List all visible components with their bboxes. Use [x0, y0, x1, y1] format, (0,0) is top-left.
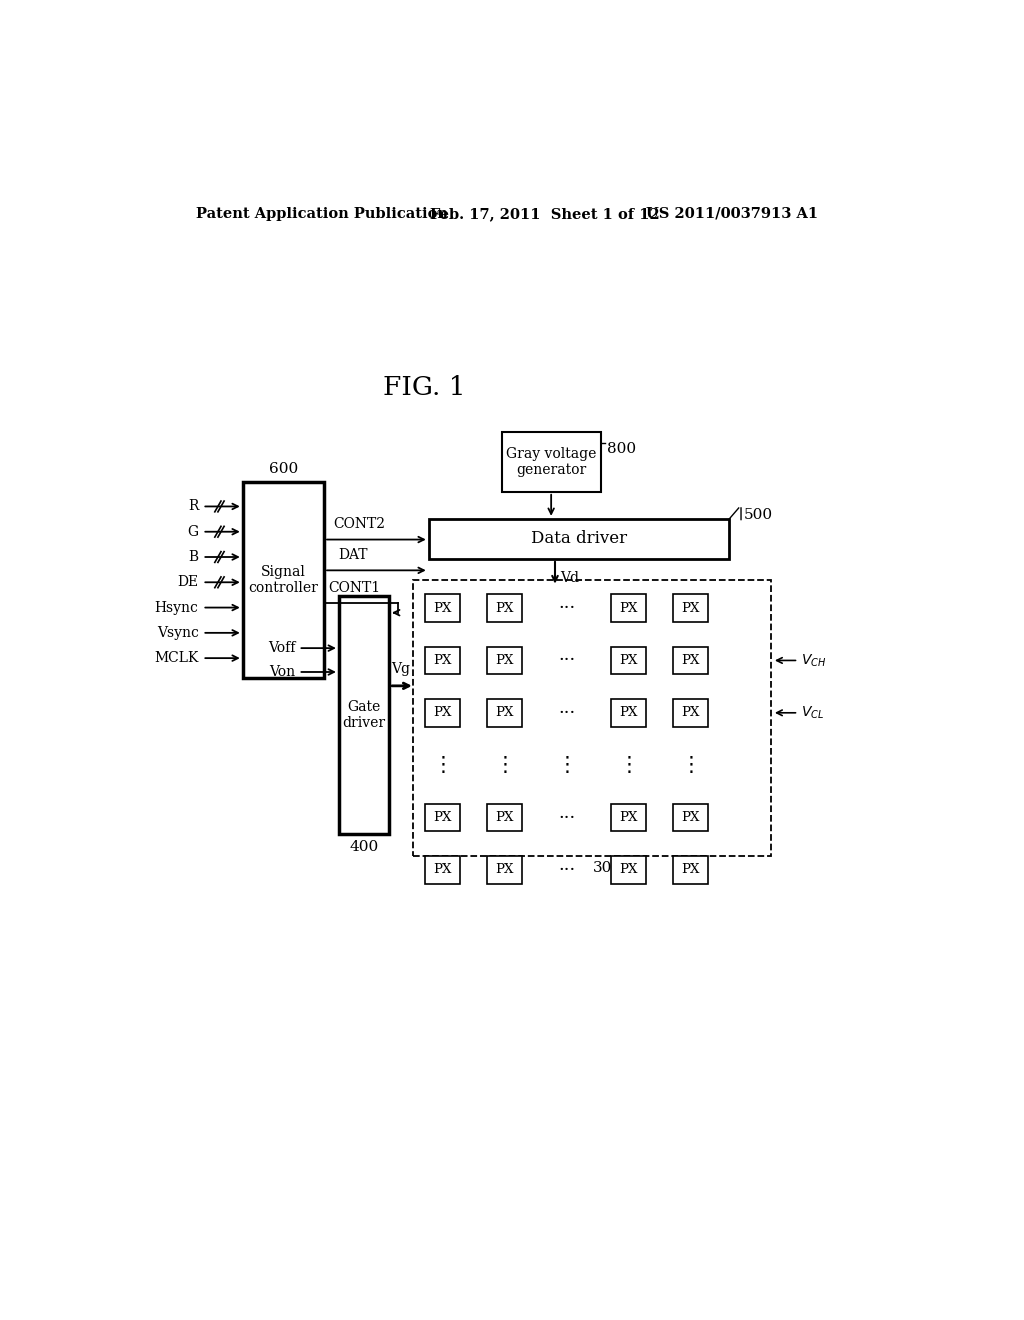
Text: PX: PX	[681, 602, 699, 615]
Text: PX: PX	[496, 706, 514, 719]
Text: PX: PX	[496, 863, 514, 876]
Bar	[611, 647, 646, 675]
Text: PX: PX	[433, 602, 452, 615]
Text: Vg: Vg	[391, 661, 411, 676]
Text: PX: PX	[496, 810, 514, 824]
Text: ⋮: ⋮	[618, 755, 639, 775]
Text: PX: PX	[681, 706, 699, 719]
Text: 500: 500	[743, 508, 772, 521]
Text: FIG. 1: FIG. 1	[383, 375, 465, 400]
Bar	[425, 700, 461, 726]
Text: ⋮: ⋮	[680, 755, 701, 775]
Text: $V_{CL}$: $V_{CL}$	[801, 705, 824, 721]
Bar	[673, 804, 709, 832]
Bar	[425, 804, 461, 832]
Text: 400: 400	[349, 840, 379, 854]
Text: CONT2: CONT2	[333, 517, 385, 531]
Text: ···: ···	[558, 599, 575, 616]
Bar	[611, 700, 646, 726]
Text: Von: Von	[269, 665, 295, 678]
Text: PX: PX	[620, 602, 638, 615]
Text: Vd: Vd	[560, 572, 579, 585]
Text: PX: PX	[433, 653, 452, 667]
Bar	[502, 432, 601, 492]
Text: B: B	[188, 550, 199, 564]
Text: Hsync: Hsync	[155, 601, 199, 615]
Text: PX: PX	[681, 810, 699, 824]
Text: 300: 300	[593, 862, 623, 875]
Bar	[486, 700, 522, 726]
Text: ···: ···	[558, 704, 575, 722]
Text: Gray voltage
generator: Gray voltage generator	[506, 446, 596, 477]
Text: Feb. 17, 2011  Sheet 1 of 12: Feb. 17, 2011 Sheet 1 of 12	[430, 207, 660, 220]
Text: PX: PX	[496, 602, 514, 615]
Bar	[425, 857, 461, 884]
Text: PX: PX	[496, 653, 514, 667]
Text: ⋮: ⋮	[495, 755, 515, 775]
Text: Gate
driver: Gate driver	[342, 700, 386, 730]
Text: PX: PX	[620, 810, 638, 824]
Text: PX: PX	[433, 706, 452, 719]
Text: 800: 800	[607, 442, 636, 455]
Text: PX: PX	[620, 706, 638, 719]
Bar	[486, 857, 522, 884]
Text: G: G	[187, 525, 199, 539]
Text: ···: ···	[558, 861, 575, 879]
Text: ···: ···	[558, 652, 575, 669]
Bar	[611, 857, 646, 884]
Text: Voff: Voff	[268, 642, 295, 655]
Text: PX: PX	[681, 653, 699, 667]
Text: MCLK: MCLK	[155, 651, 199, 665]
Bar	[243, 482, 324, 678]
Text: DE: DE	[177, 576, 199, 589]
Text: Signal
controller: Signal controller	[249, 565, 318, 595]
Text: Patent Application Publication: Patent Application Publication	[197, 207, 449, 220]
Bar	[673, 700, 709, 726]
Text: PX: PX	[620, 653, 638, 667]
Bar	[339, 595, 389, 834]
Bar	[425, 594, 461, 622]
Text: $V_{CH}$: $V_{CH}$	[801, 652, 826, 669]
Text: CONT1: CONT1	[328, 581, 380, 595]
Text: PX: PX	[433, 810, 452, 824]
Bar	[673, 594, 709, 622]
Text: R: R	[188, 499, 199, 513]
Text: Data driver: Data driver	[531, 531, 627, 548]
Bar	[414, 581, 771, 857]
Text: ⋮: ⋮	[432, 755, 453, 775]
Bar	[611, 594, 646, 622]
Bar	[486, 804, 522, 832]
Bar	[486, 594, 522, 622]
Text: 600: 600	[268, 462, 298, 477]
Text: PX: PX	[681, 863, 699, 876]
Text: DAT: DAT	[339, 548, 369, 562]
Text: Vsync: Vsync	[157, 626, 199, 640]
Bar	[611, 804, 646, 832]
Bar	[486, 647, 522, 675]
Text: ⋮: ⋮	[556, 755, 578, 775]
Bar	[673, 647, 709, 675]
Text: ···: ···	[558, 809, 575, 826]
Bar	[429, 519, 729, 558]
Bar	[673, 857, 709, 884]
Bar	[425, 647, 461, 675]
Text: PX: PX	[433, 863, 452, 876]
Text: US 2011/0037913 A1: US 2011/0037913 A1	[646, 207, 818, 220]
Text: PX: PX	[620, 863, 638, 876]
